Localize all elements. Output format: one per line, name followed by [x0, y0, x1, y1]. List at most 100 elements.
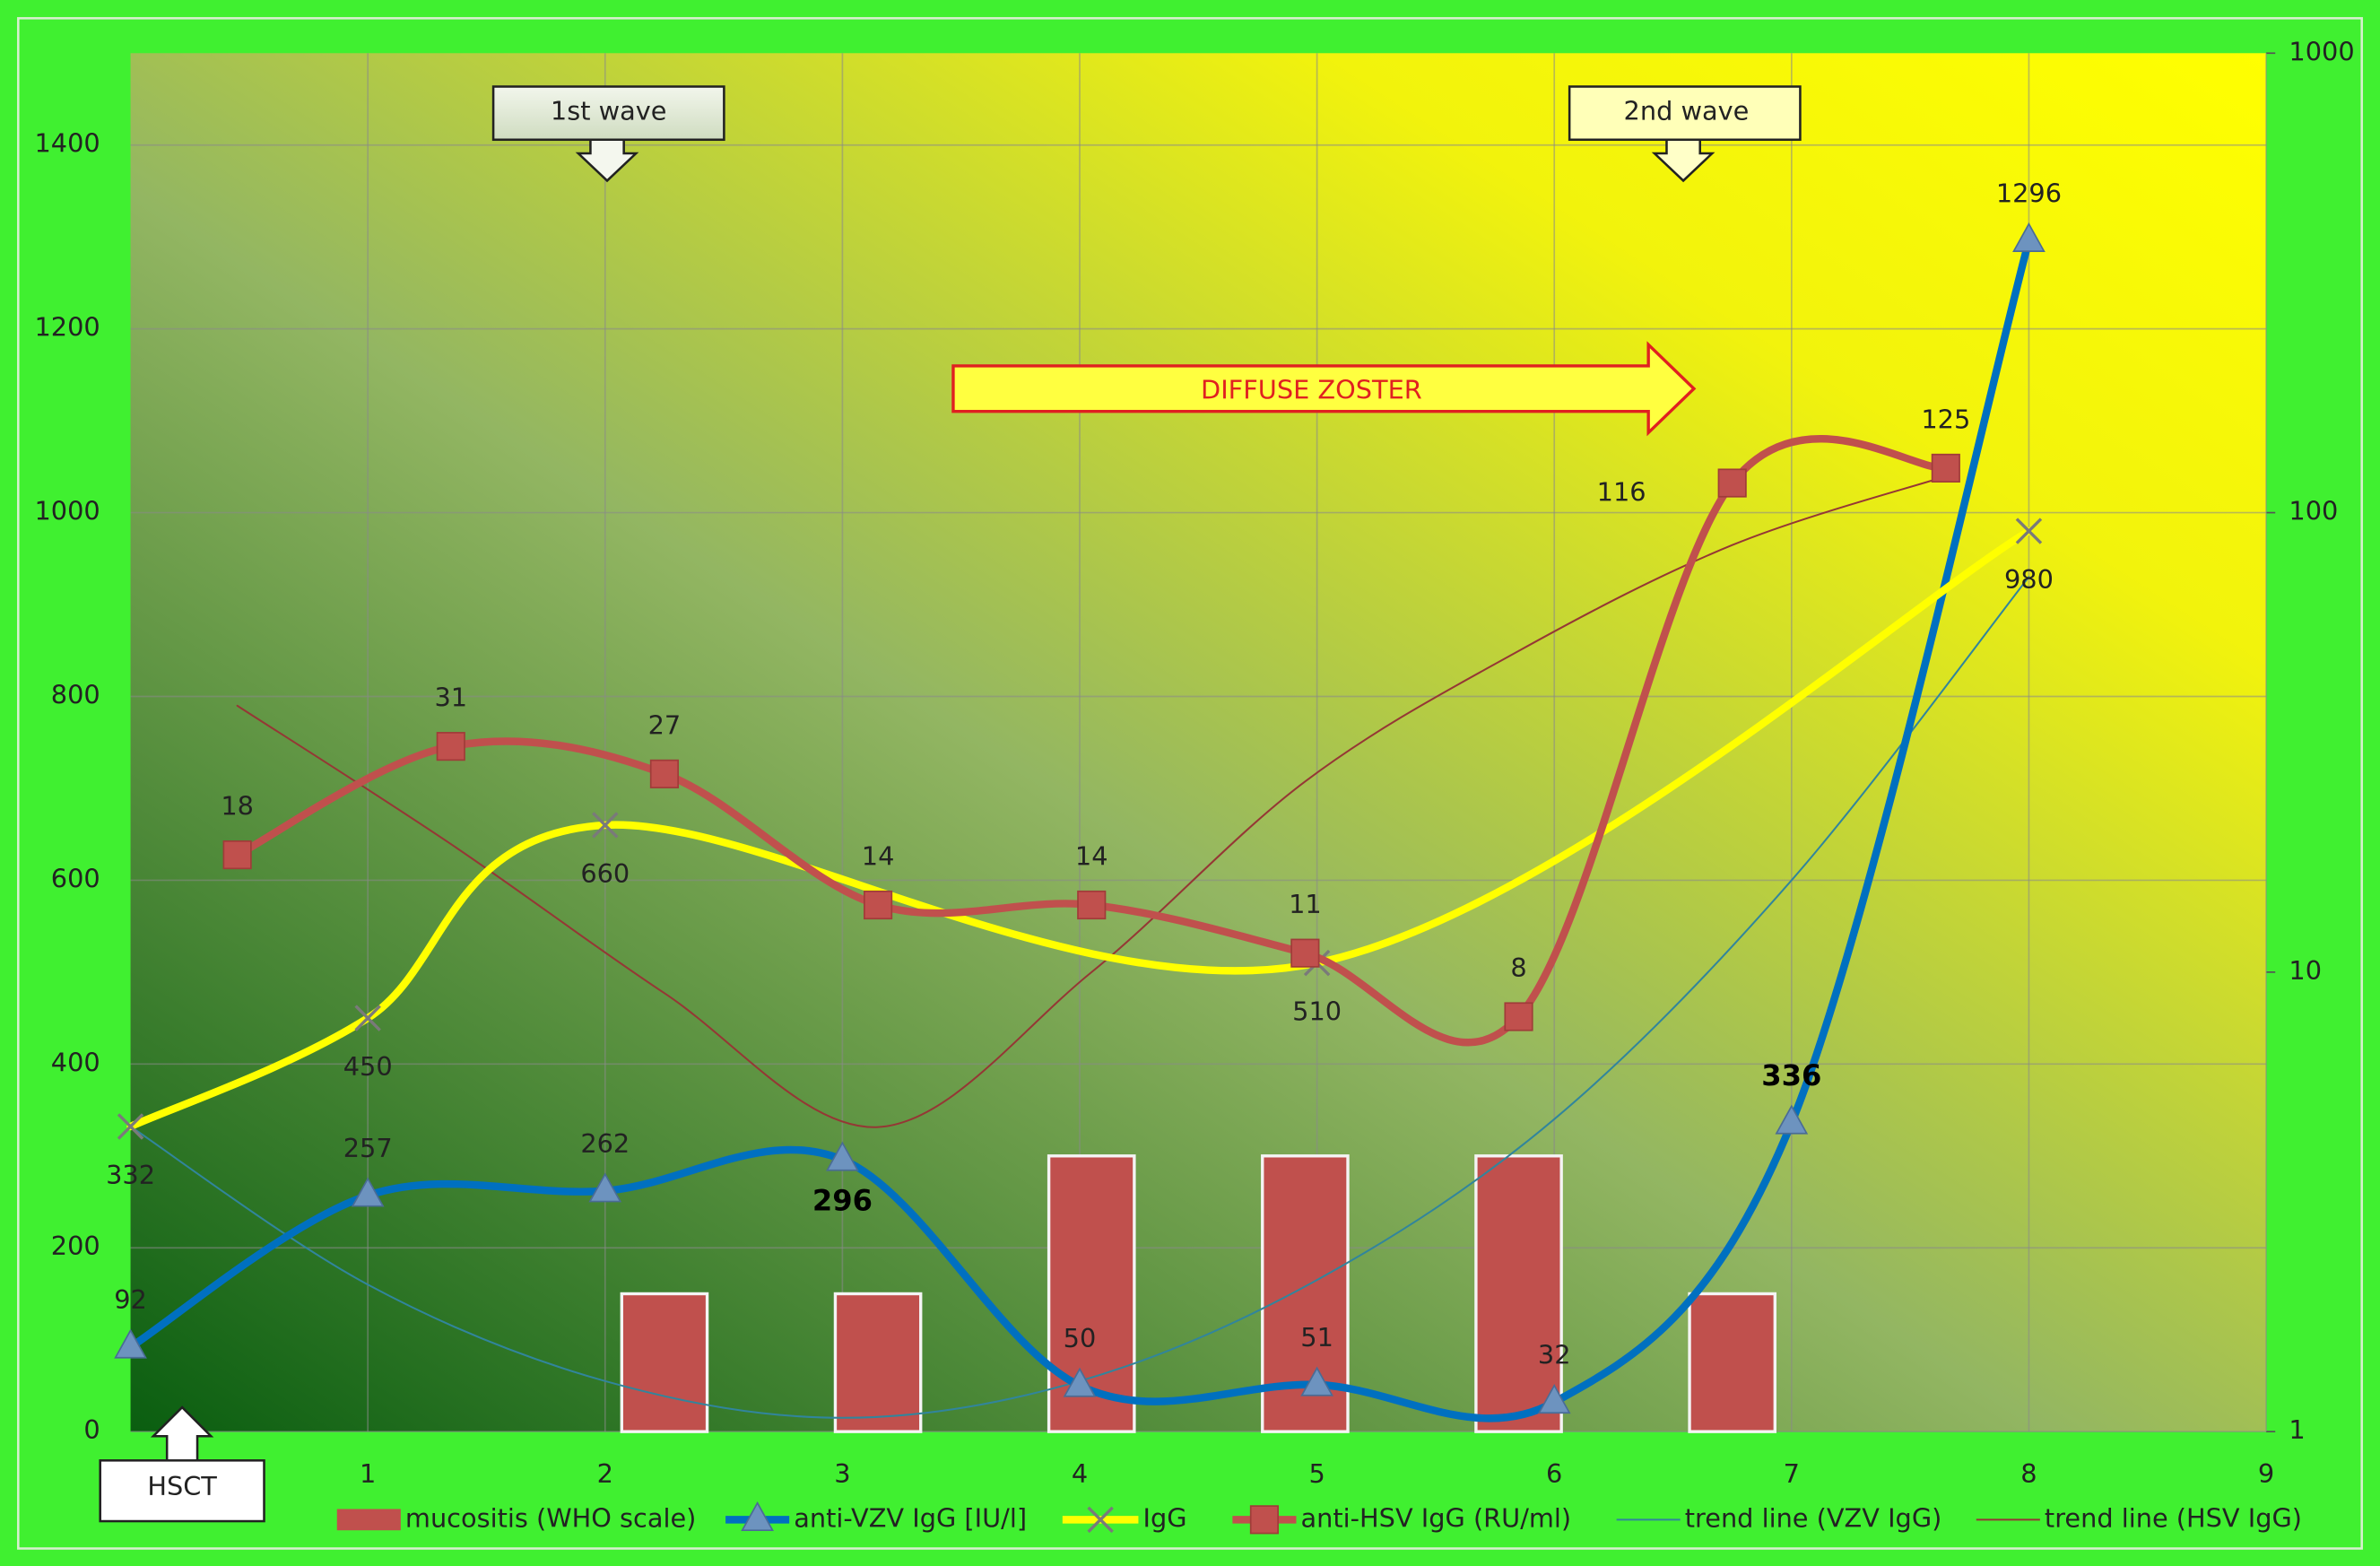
marker	[1249, 1505, 1280, 1535]
marker	[1063, 1367, 1097, 1397]
marker	[114, 1328, 147, 1359]
series-line	[236, 474, 1947, 1128]
data-label: 296	[812, 1183, 873, 1217]
x-tick-label: 4	[1072, 1458, 1088, 1489]
y-tick-label: 200	[51, 1231, 100, 1261]
legend-label: trend line (VZV IgG)	[1685, 1502, 1942, 1533]
annotation-box	[99, 1459, 265, 1523]
marker	[864, 890, 893, 920]
data-label: 51	[1300, 1322, 1333, 1353]
marker	[1077, 890, 1107, 920]
x-tick-label: 5	[1308, 1458, 1325, 1489]
x-tick-label: 7	[1784, 1458, 1800, 1489]
bar	[833, 1292, 923, 1433]
legend-label: trend line (HSV IgG)	[2045, 1502, 2302, 1533]
y2-tick-label: 100	[2289, 496, 2338, 526]
marker	[1300, 1366, 1333, 1396]
bar	[1688, 1292, 1777, 1433]
y-tick-label: 600	[51, 863, 100, 893]
marker	[1504, 1002, 1533, 1031]
data-label: 980	[2004, 564, 2054, 595]
data-label: 8	[1510, 953, 1526, 983]
annotation-box	[491, 85, 725, 142]
series-line	[129, 576, 2030, 1419]
marks-layer: 92 257 262 296 50 51 32 336 1296 332 450 660 510 980 1…	[106, 178, 2062, 1433]
marker	[592, 812, 619, 839]
annotation: HSCT	[147, 1471, 217, 1501]
y-tick-label: 400	[51, 1047, 100, 1077]
x-tick-label: 9	[2258, 1458, 2274, 1489]
series-line	[233, 435, 1950, 1047]
marker	[1775, 1104, 1809, 1135]
legend-label: anti-HSV IgG (RU/ml)	[1301, 1502, 1572, 1533]
y2-tick-label: 1	[2289, 1414, 2305, 1445]
data-label: 27	[648, 709, 682, 740]
marker	[354, 1005, 381, 1031]
legend-label: anti-VZV IgG [IU/l]	[794, 1502, 1027, 1533]
annotation-layer: 1st wave 2nd wave DIFFUSE ZOSTER HSCT	[99, 85, 1802, 1523]
annotation: 2nd wave	[1624, 95, 1750, 126]
marker	[2012, 222, 2046, 252]
x-tick-label: 1	[360, 1458, 376, 1489]
chart-border	[17, 17, 2363, 1550]
data-label: 660	[580, 858, 630, 889]
y-tick-label: 1400	[34, 128, 100, 159]
y2-tick-label: 10	[2289, 955, 2322, 986]
x-tick-label: 3	[834, 1458, 850, 1489]
marker	[1290, 938, 1320, 968]
data-label: 11	[1289, 889, 1322, 919]
data-label: 450	[343, 1051, 393, 1082]
annotation: 1st wave	[551, 95, 667, 126]
marker	[588, 1172, 622, 1203]
legend-swatch	[336, 1509, 401, 1531]
y-tick-label: 1200	[34, 312, 100, 343]
marker	[436, 732, 465, 761]
data-label: 31	[434, 683, 467, 713]
y2-tick-label: 1000	[2289, 36, 2354, 66]
marker	[826, 1141, 859, 1171]
data-label: 510	[1292, 996, 1342, 1026]
data-label: 32	[1538, 1340, 1571, 1370]
data-label: 92	[114, 1284, 147, 1315]
marker	[649, 759, 680, 788]
data-label: 125	[1921, 404, 1970, 434]
marker	[117, 1113, 144, 1140]
data-label: 336	[1761, 1058, 1821, 1092]
marker	[1087, 1506, 1114, 1534]
data-label: 14	[1075, 841, 1108, 872]
bar	[620, 1292, 709, 1433]
x-tick-label: 6	[1546, 1458, 1562, 1489]
marker	[741, 1501, 774, 1532]
x-tick-label: 2	[597, 1458, 613, 1489]
legend-label: mucositis (WHO scale)	[405, 1502, 696, 1533]
annotation-arrow	[575, 138, 639, 183]
y-tick-label: 1000	[34, 496, 100, 526]
annotation-arrow	[1651, 138, 1716, 183]
legend: mucositis (WHO scale) anti-VZV IgG [IU/l]…	[336, 1501, 2302, 1535]
marker	[1931, 453, 1960, 483]
data-label: 18	[221, 791, 254, 822]
y-tick-label: 800	[51, 679, 100, 709]
marker	[1537, 1384, 1571, 1414]
x-tick-label: 8	[2020, 1458, 2037, 1489]
data-label: 332	[106, 1160, 155, 1190]
legend-label: IgG	[1143, 1502, 1187, 1533]
data-label: 14	[862, 841, 895, 872]
marker	[351, 1177, 385, 1207]
y-tick-label: 0	[83, 1414, 100, 1445]
bar	[1474, 1154, 1563, 1433]
zoster-arrow	[951, 341, 1697, 437]
marker	[222, 840, 252, 870]
series-line	[126, 237, 2033, 1422]
annotation: DIFFUSE ZOSTER	[1201, 375, 1422, 405]
data-label: 1296	[1996, 178, 2062, 209]
data-label: 116	[1597, 476, 1646, 507]
data-label: 262	[580, 1128, 630, 1159]
marker	[2015, 518, 2043, 544]
data-label: 50	[1064, 1323, 1097, 1353]
data-label: 257	[343, 1133, 393, 1163]
marker	[1717, 468, 1747, 498]
